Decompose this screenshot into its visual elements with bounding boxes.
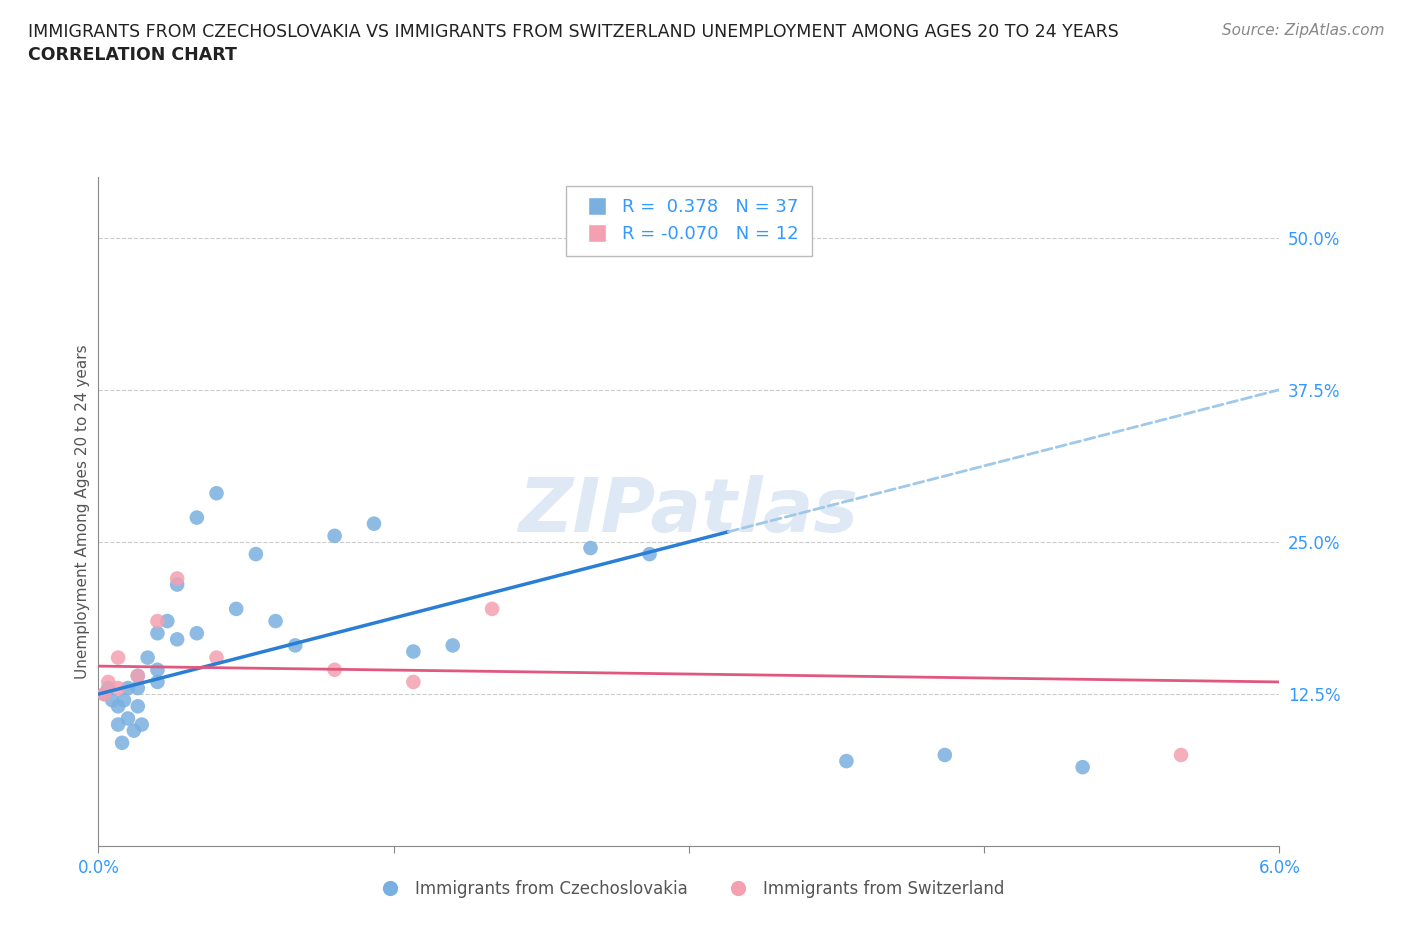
Point	[146, 626, 169, 641]
Point	[205, 485, 228, 500]
Point	[127, 669, 149, 684]
Point	[166, 571, 188, 586]
Point	[225, 602, 247, 617]
Point	[402, 644, 425, 659]
Point	[93, 686, 115, 701]
Point	[127, 681, 149, 696]
Point	[146, 614, 169, 629]
Point	[1170, 748, 1192, 763]
Point	[1071, 760, 1094, 775]
Point	[127, 698, 149, 713]
Point	[117, 681, 139, 696]
Point	[146, 674, 169, 689]
Point	[122, 724, 145, 738]
Point	[117, 711, 139, 726]
Point	[166, 631, 188, 646]
Point	[131, 717, 153, 732]
Point	[127, 669, 149, 684]
Point	[205, 650, 228, 665]
Point	[402, 674, 425, 689]
Point	[835, 753, 858, 768]
Point	[245, 547, 267, 562]
Point	[107, 650, 129, 665]
Point	[934, 748, 956, 763]
Point	[441, 638, 464, 653]
Point	[107, 717, 129, 732]
Point	[284, 638, 307, 653]
Point	[264, 614, 287, 629]
Point	[186, 511, 208, 525]
Point	[112, 693, 135, 708]
Point	[186, 626, 208, 641]
Point	[107, 681, 129, 696]
Point	[481, 602, 503, 617]
Point	[166, 578, 188, 592]
Text: ZIPatlas: ZIPatlas	[519, 475, 859, 548]
Point	[97, 674, 120, 689]
Point	[363, 516, 385, 531]
Point	[323, 662, 346, 677]
Point	[136, 650, 159, 665]
Point	[93, 686, 115, 701]
Point	[107, 698, 129, 713]
Point	[638, 547, 661, 562]
Point	[579, 540, 602, 555]
Y-axis label: Unemployment Among Ages 20 to 24 years: Unemployment Among Ages 20 to 24 years	[75, 344, 90, 679]
Point	[97, 681, 120, 696]
Point	[146, 662, 169, 677]
Text: Source: ZipAtlas.com: Source: ZipAtlas.com	[1222, 23, 1385, 38]
Point	[101, 693, 124, 708]
Point	[156, 614, 179, 629]
Point	[111, 736, 134, 751]
Point	[323, 528, 346, 543]
Text: IMMIGRANTS FROM CZECHOSLOVAKIA VS IMMIGRANTS FROM SWITZERLAND UNEMPLOYMENT AMONG: IMMIGRANTS FROM CZECHOSLOVAKIA VS IMMIGR…	[28, 23, 1119, 41]
Legend: Immigrants from Czechoslovakia, Immigrants from Switzerland: Immigrants from Czechoslovakia, Immigran…	[367, 873, 1011, 905]
Text: CORRELATION CHART: CORRELATION CHART	[28, 46, 238, 64]
